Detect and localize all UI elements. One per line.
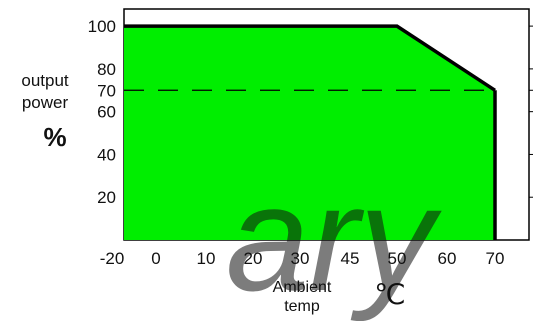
watermark: ary [226, 154, 442, 321]
x-axis-label-line1: Ambient [273, 279, 332, 296]
x-tick-label: 20 [244, 249, 263, 268]
x-tick-label: 70 [486, 249, 505, 268]
y-axis-unit: % [43, 122, 66, 152]
derating-curve [124, 24, 496, 92]
x-tick-label: 0 [151, 249, 160, 268]
x-tick-label: 10 [197, 249, 216, 268]
output-power-area [124, 26, 495, 240]
y-tick-label: 100 [88, 17, 116, 36]
x-tick-label: 45 [341, 249, 360, 268]
x-tick-label: 50 [388, 249, 407, 268]
y-tick-label: 40 [97, 145, 116, 164]
y-tick-label: 60 [97, 103, 116, 122]
y-tick-label: 70 [97, 81, 116, 100]
x-tick-label: 60 [438, 249, 457, 268]
x-axis-label-line2: temp [284, 298, 320, 315]
x-tick-label: 30 [291, 249, 310, 268]
x-tick-label: -20 [100, 249, 125, 268]
x-tick-labels: -20 0 10 20 30 45 50 60 70 [100, 249, 505, 268]
y-axis-label-line2: power [22, 93, 69, 112]
y-tick-label: 80 [97, 60, 116, 79]
x-axis-unit: ℃ [374, 279, 405, 310]
y-axis-label-line1: output [21, 71, 69, 90]
y-tick-label: 20 [97, 188, 116, 207]
y-tick-labels: 100 80 70 60 40 20 [88, 17, 533, 207]
